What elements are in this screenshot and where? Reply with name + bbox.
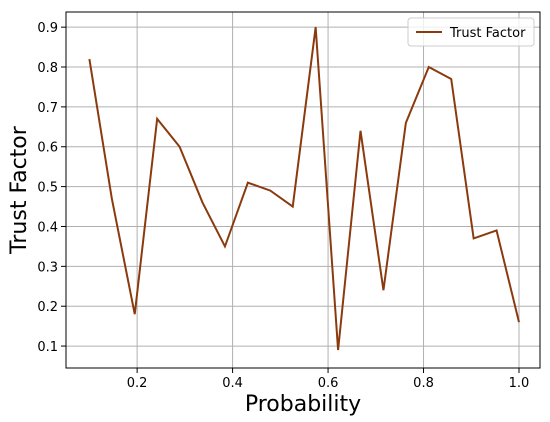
plot-frame <box>65 11 541 369</box>
legend: Trust Factor <box>407 17 535 47</box>
y-tick-label: 0.7 <box>37 101 58 116</box>
y-tick-label: 0.2 <box>37 300 58 315</box>
x-tick-label: 0.2 <box>127 376 148 391</box>
legend-box <box>407 17 535 47</box>
legend-label: Trust Factor <box>449 26 526 41</box>
x-tick-label: 0.8 <box>413 376 434 391</box>
y-tick-label: 0.8 <box>37 61 58 76</box>
x-tick-label: 1.0 <box>509 376 530 391</box>
x-tick-label: 0.6 <box>318 376 339 391</box>
y-tick-label: 0.9 <box>37 21 58 36</box>
data-line <box>88 27 520 351</box>
y-axis-label: Trust Factor <box>7 125 32 255</box>
y-tick-label: 0.1 <box>37 340 58 355</box>
y-tick-label: 0.3 <box>37 260 58 275</box>
x-tick-label: 0.4 <box>222 376 243 391</box>
y-tick-label: 0.5 <box>37 181 58 196</box>
y-tick-label: 0.4 <box>37 220 58 235</box>
x-axis-label: Probability <box>245 392 361 417</box>
y-tick-label: 0.6 <box>37 141 58 156</box>
